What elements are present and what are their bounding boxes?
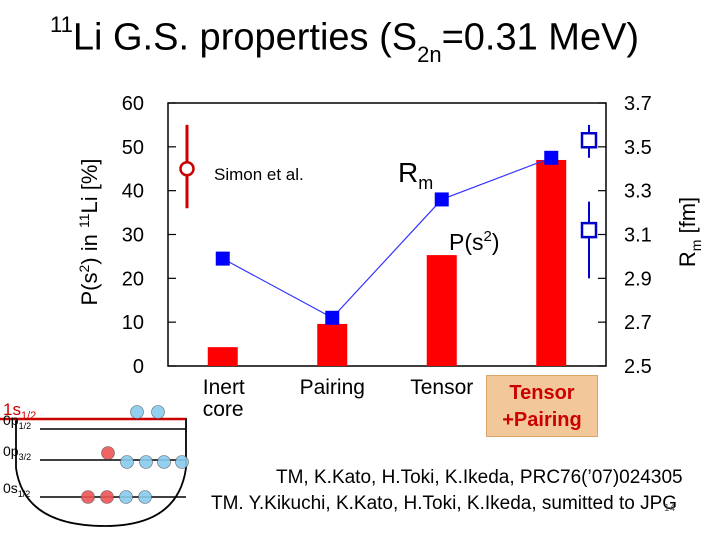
category-label: Tensor	[410, 376, 473, 399]
left-tick-label: 20	[122, 268, 144, 290]
left-tick-label: 60	[122, 93, 144, 115]
rm-point	[544, 150, 559, 165]
neutron	[151, 405, 165, 419]
rm-point	[325, 310, 340, 325]
left-tick-label: 0	[133, 356, 144, 378]
right-tick-label: 2.5	[624, 356, 652, 378]
neutron	[138, 490, 152, 504]
rm-annotation: Rm	[398, 157, 433, 193]
left-axis-label: P(s2) in 11Li [%]	[76, 158, 102, 305]
bar-ps2	[317, 323, 348, 366]
right-tick-label: 3.1	[624, 225, 652, 247]
tensor-box-line1: Tensor	[509, 382, 575, 404]
left-tick-label: 30	[122, 225, 144, 247]
bar-ps2	[426, 255, 457, 366]
right-tick-label: 2.7	[624, 312, 652, 334]
exp-rm-point	[580, 221, 598, 239]
left-tick-label: 40	[122, 181, 144, 203]
bar-ps2	[536, 159, 567, 366]
orbital-label: 1s1/2	[3, 400, 36, 422]
bar-ps2	[207, 347, 238, 366]
neutron	[175, 455, 189, 469]
tensor-pairing-label: Tensor +Pairing	[486, 375, 598, 437]
ps2-annotation: P(s2)	[449, 228, 500, 255]
left-tick-label: 50	[122, 137, 144, 159]
proton	[100, 490, 114, 504]
exp-rm-point	[580, 132, 598, 149]
rm-point	[215, 251, 230, 266]
neutron	[120, 455, 134, 469]
proton	[81, 490, 95, 504]
rm-line	[222, 157, 552, 319]
exp-ps2-point	[179, 161, 195, 177]
right-tick-label: 3.3	[624, 181, 652, 203]
potential-well	[15, 418, 187, 527]
neutron	[139, 455, 153, 469]
category-label: Inert	[203, 376, 245, 399]
proton	[101, 446, 115, 460]
category-label: core	[203, 398, 244, 421]
rm-point	[434, 192, 449, 207]
neutron	[157, 455, 171, 469]
category-label: Pairing	[300, 376, 365, 399]
right-axis-label: Rm [fm]	[675, 197, 704, 267]
orbital-label: 0s1/2	[3, 480, 30, 499]
neutron	[119, 490, 133, 504]
left-tick-label: 10	[122, 312, 144, 334]
slide-number: 14	[664, 503, 676, 514]
right-tick-label: 3.5	[624, 137, 652, 159]
right-tick-label: 2.9	[624, 268, 652, 290]
right-tick-label: 3.7	[624, 93, 652, 115]
neutron	[130, 405, 144, 419]
orbital-label: 0p3/2	[3, 443, 31, 462]
slide-title: 11Li G.S. properties (S2n=0.31 MeV)	[50, 12, 640, 68]
reference-1: TM, K.Kato, H.Toki, K.Ikeda, PRC76(’07)0…	[276, 467, 683, 488]
orbital-label: 0p1/2	[3, 412, 31, 431]
exp-label: Simon et al.	[214, 165, 304, 184]
reference-2: TM. Y.Kikuchi, K.Kato, H.Toki, K.Ikeda, …	[211, 493, 678, 514]
tensor-box-line2: +Pairing	[502, 409, 582, 431]
